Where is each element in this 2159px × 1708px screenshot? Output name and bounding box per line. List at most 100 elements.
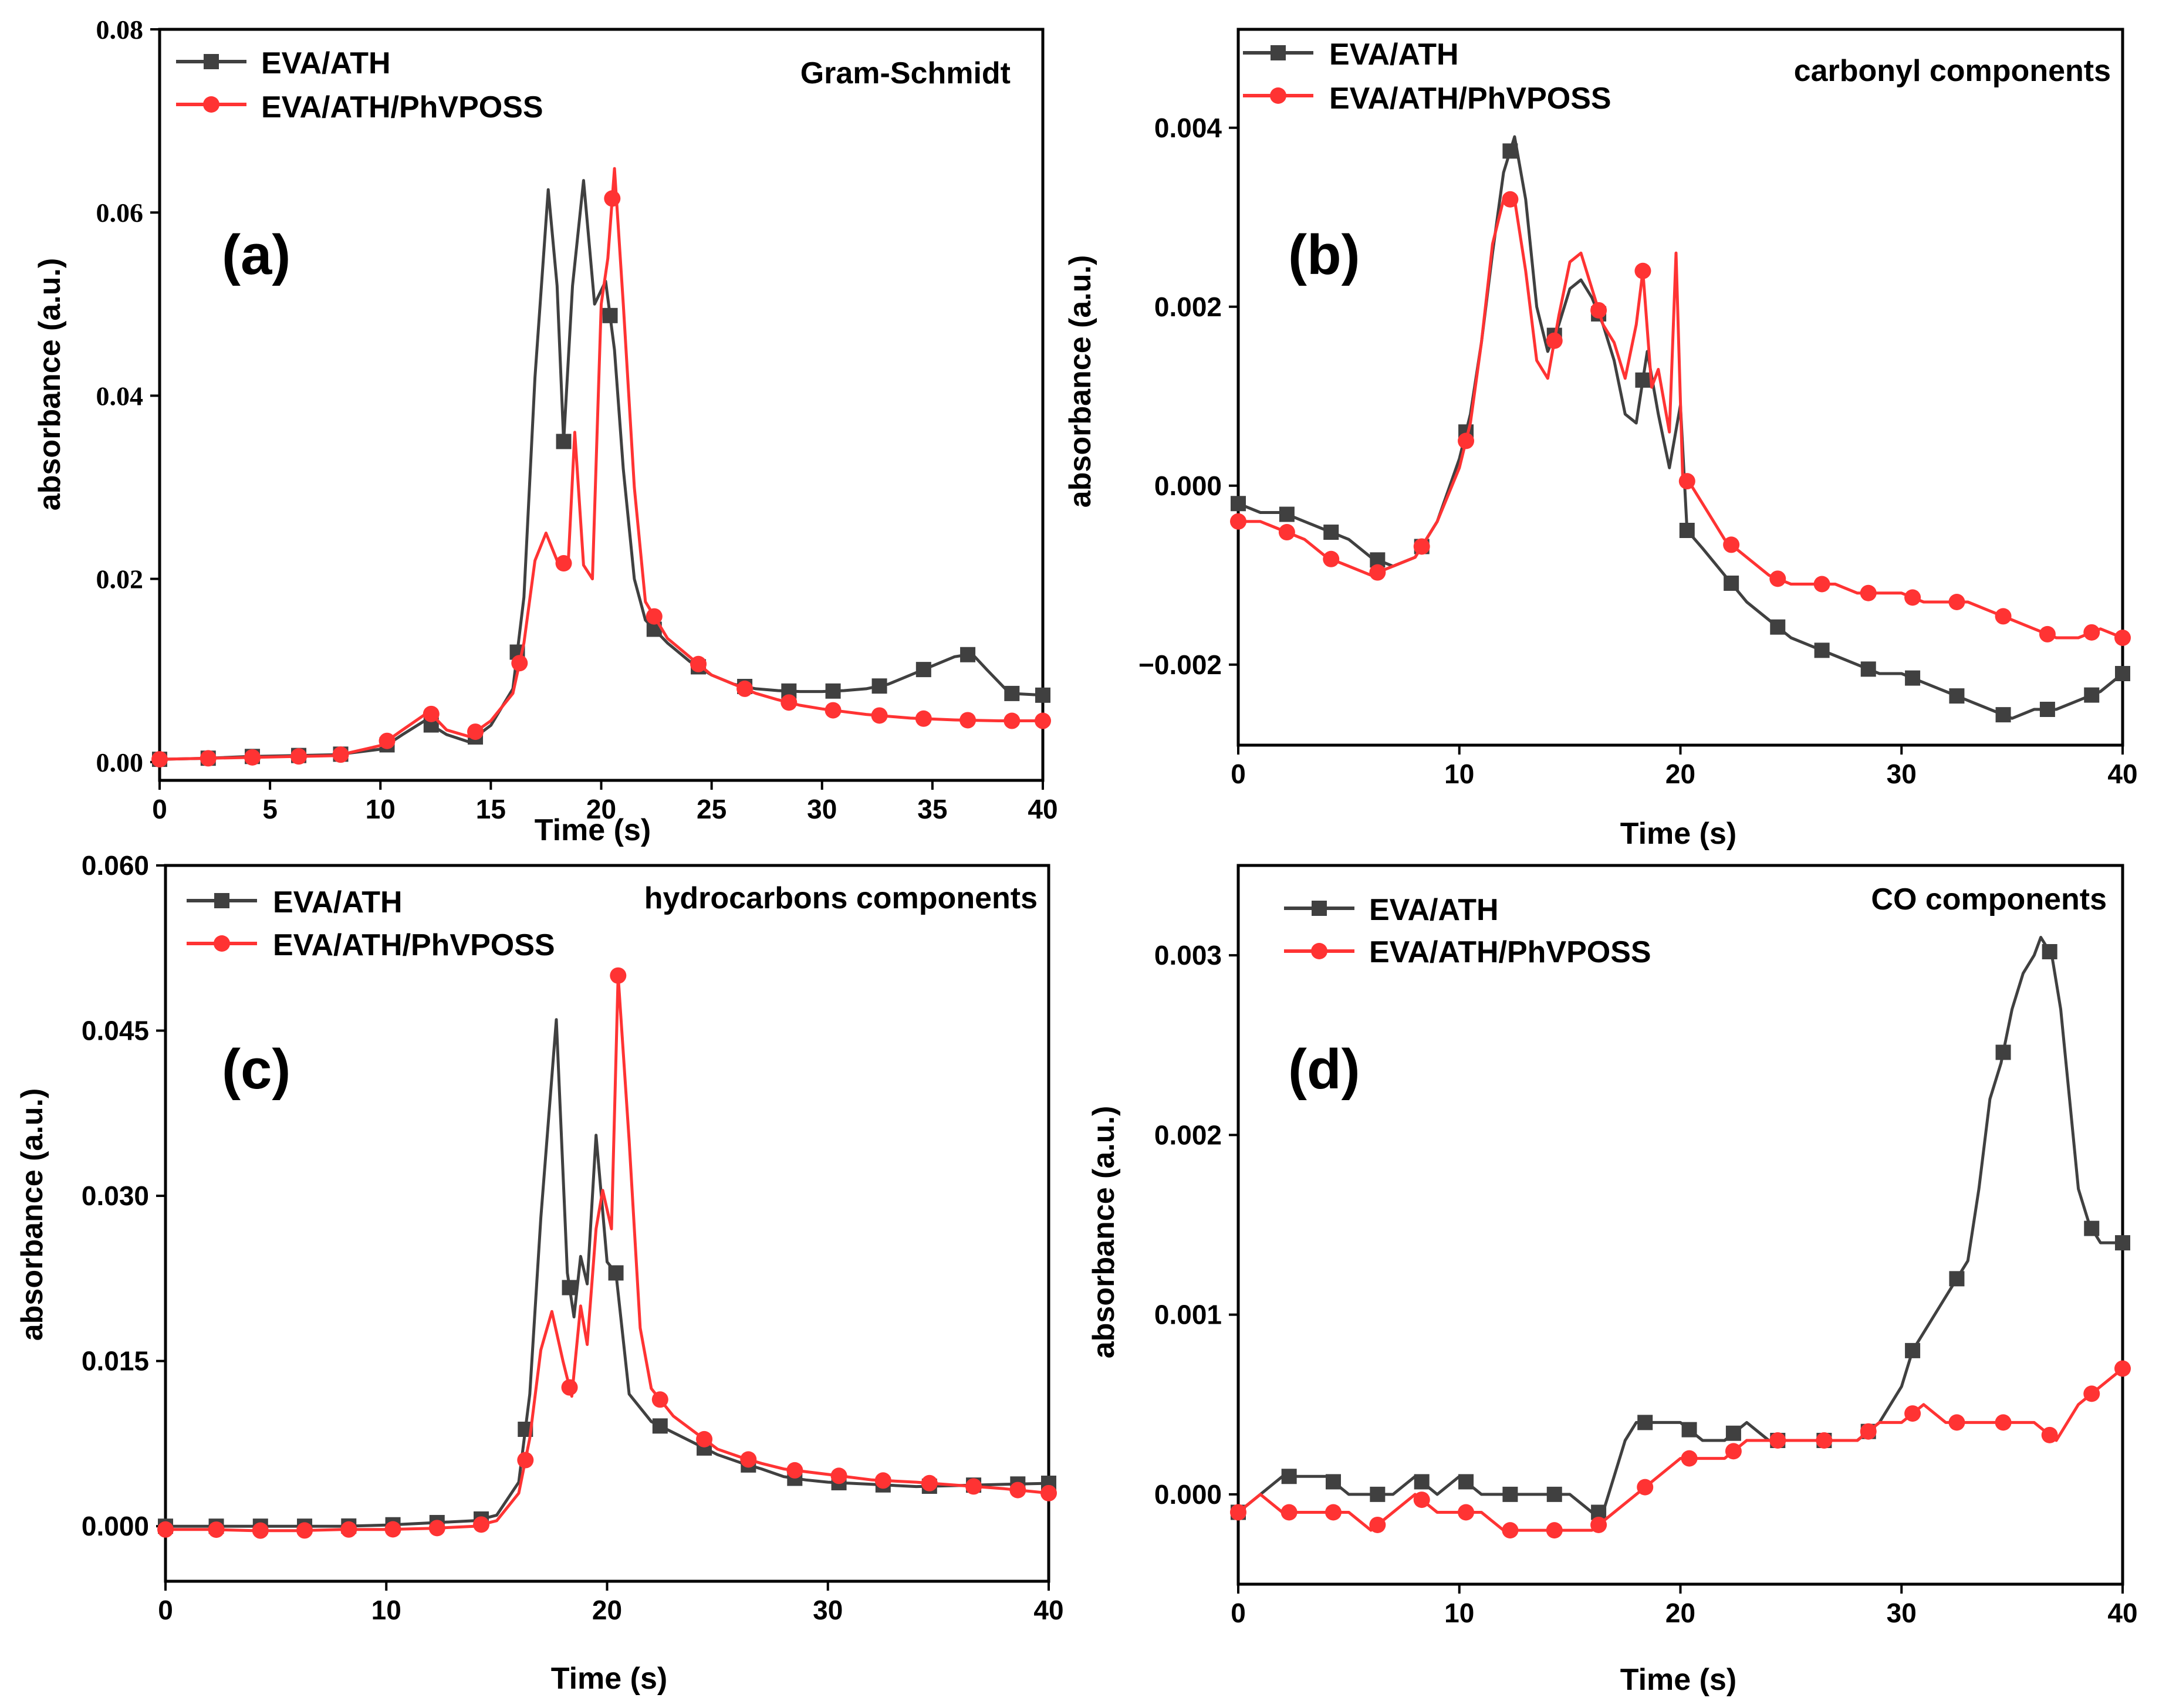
panel-b-legend-label-1: EVA/ATH/PhVPOSS (1329, 82, 1611, 116)
panel-d-legend-marker-1 (1311, 943, 1327, 959)
panel-a-series-1-marker (332, 746, 349, 763)
panel-b-series-0-marker (1231, 496, 1246, 512)
panel-b-series-1-marker (1769, 570, 1786, 587)
panel-c-series-1-marker (517, 1452, 534, 1469)
panel-c-y-axis-title: absorbance (a.u.) (15, 1088, 49, 1341)
panel-b-series-0-marker (1905, 670, 1921, 686)
panel-b-series-1-marker (1904, 589, 1921, 606)
panel-c-legend-marker-1 (214, 935, 230, 952)
panel-a-series-1-marker (1035, 712, 1051, 729)
panel-b-series-0-marker (2084, 687, 2100, 703)
panel-d-series-0-marker (1458, 1474, 1474, 1490)
panel-a-series-0-marker (960, 647, 976, 662)
panel-b-series-0-marker (1679, 523, 1695, 538)
panel-a-series-1-marker (646, 608, 663, 625)
panel-d-series-0-marker (1725, 1425, 1741, 1441)
panel-b-series-0-marker (1770, 619, 1786, 635)
panel-c-y-tick-label: 0.015 (82, 1346, 149, 1376)
panel-d-series-0-marker (1637, 1415, 1653, 1430)
panel-a-series-1-marker (555, 555, 572, 572)
panel-a-y-axis-title: absorbance (a.u.) (33, 258, 67, 511)
panel-c-label: (c) (222, 1038, 290, 1101)
panel-a-series-1-marker (781, 694, 798, 711)
panel-c-series-0-line (165, 1018, 1049, 1528)
panel-b-x-tick-label: 30 (1887, 759, 1917, 789)
panel-a-axes-frame (158, 28, 1045, 782)
panel-d-series-0-marker (1326, 1474, 1342, 1490)
panel-a-series-0-marker (556, 434, 572, 449)
panel-a-series-1-marker (423, 705, 440, 722)
panel-c-series-1-marker (252, 1522, 269, 1539)
panel-b-legend-marker-0 (1271, 45, 1286, 60)
panel-b-x-tick-label: 40 (2107, 759, 2137, 789)
panel-c-series-1-marker (1009, 1482, 1026, 1499)
panel-a-series-0-marker (1035, 687, 1050, 703)
panel-d-legend-label-1: EVA/ATH/PhVPOSS (1369, 935, 1651, 969)
panel-a-series-1-marker (825, 702, 842, 719)
panel-d-series-0-marker (1414, 1474, 1430, 1490)
panel-a-series-1-marker (915, 710, 932, 727)
panel-d-y-tick-label: 0.001 (1154, 1300, 1222, 1330)
panel-b-series-0-marker (1502, 143, 1518, 159)
panel-a-series-1-marker (200, 750, 217, 767)
panel-d-y-tick-label: 0.000 (1154, 1479, 1222, 1510)
panel-b-series-1-marker (2039, 625, 2056, 642)
panel-d-series-0-marker (1949, 1271, 1965, 1287)
panel-d-series-0-marker (1546, 1486, 1562, 1502)
panel-a-x-tick-label: 0 (152, 794, 167, 824)
panel-c-series-1-marker (1040, 1484, 1057, 1501)
panel-c-y-tick-label: 0.000 (82, 1511, 149, 1541)
panel-c-x-tick-label: 30 (813, 1595, 843, 1625)
panel-a-x-tick-label: 5 (262, 794, 278, 824)
panel-d-series-1-marker (1458, 1504, 1475, 1521)
panel-d-legend-label-0: EVA/ATH (1369, 893, 1499, 927)
panel-b-x-tick-label: 10 (1444, 759, 1474, 789)
panel-c-series-1-marker (740, 1451, 757, 1468)
panel-d-series-0-line (1237, 936, 2123, 1514)
panel-b-series-1-marker (1278, 524, 1295, 541)
panel-b-series-1-marker (1860, 584, 1877, 601)
panel-a-series-0-line (159, 179, 1043, 761)
panel-a-x-tick-label: 10 (366, 794, 396, 824)
panel-a-series-0-marker (1004, 685, 1020, 701)
panel-a-series-1-marker (244, 749, 261, 766)
panel-d-series-0-marker (2042, 944, 2057, 959)
panel-a-series-1-marker (290, 748, 308, 765)
panel-b: carbonyl components (b) Time (s) absorba… (1063, 28, 2138, 851)
panel-b-series-1-line (1238, 198, 2123, 640)
panel-b-series-1-marker (1458, 432, 1475, 449)
panel-d-series-0-marker (1905, 1342, 1921, 1358)
panel-d-title: CO components (1871, 882, 2107, 916)
panel-d-series-1-marker (1816, 1432, 1833, 1449)
panel-d-x-tick-label: 40 (2107, 1598, 2137, 1628)
panel-a-y-tick-label: 0.08 (96, 15, 144, 45)
panel-a-series-1-marker (959, 712, 977, 729)
panel-a-x-tick-label: 30 (807, 794, 837, 824)
panel-d-series-1-marker (1995, 1414, 2012, 1431)
panel-d-series-0-marker (1281, 1469, 1297, 1484)
panel-a-legend-marker-1 (203, 96, 219, 113)
panel-d-series-1-marker (1502, 1522, 1519, 1539)
panel-b-series-0-marker (1814, 642, 1830, 658)
panel-c-y-tick-label: 0.030 (82, 1181, 149, 1211)
panel-d-x-tick-label: 0 (1231, 1598, 1246, 1628)
panel-d-y-tick-label: 0.003 (1154, 940, 1222, 970)
panel-d-y-axis-title: absorbance (a.u.) (1087, 1106, 1121, 1359)
panel-d-series-1-marker (1860, 1423, 1877, 1440)
panel-d-series-1-marker (1904, 1405, 1921, 1422)
panel-b-series-0-marker (1635, 372, 1651, 388)
panel-a-series-1-line (159, 167, 1043, 761)
panel-c-series-1-marker (296, 1522, 313, 1539)
panel-d-series-1-marker (1725, 1443, 1742, 1460)
panel-a-series-0-marker (602, 307, 618, 323)
panel-d-series-1-marker (2083, 1385, 2100, 1402)
panel-d-axes-frame (1236, 864, 2124, 1586)
panel-a-series-1-marker (1004, 712, 1021, 729)
panel-d-series-1-marker (1369, 1516, 1386, 1533)
panel-d-series-1-marker (1637, 1479, 1654, 1496)
panel-c-series-0-marker (608, 1265, 624, 1281)
panel-a-label: (a) (222, 224, 290, 286)
panel-b-series-1-marker (1502, 191, 1519, 208)
panel-c-series-1-marker (473, 1516, 490, 1533)
panel-c-series-1-marker (208, 1521, 225, 1538)
